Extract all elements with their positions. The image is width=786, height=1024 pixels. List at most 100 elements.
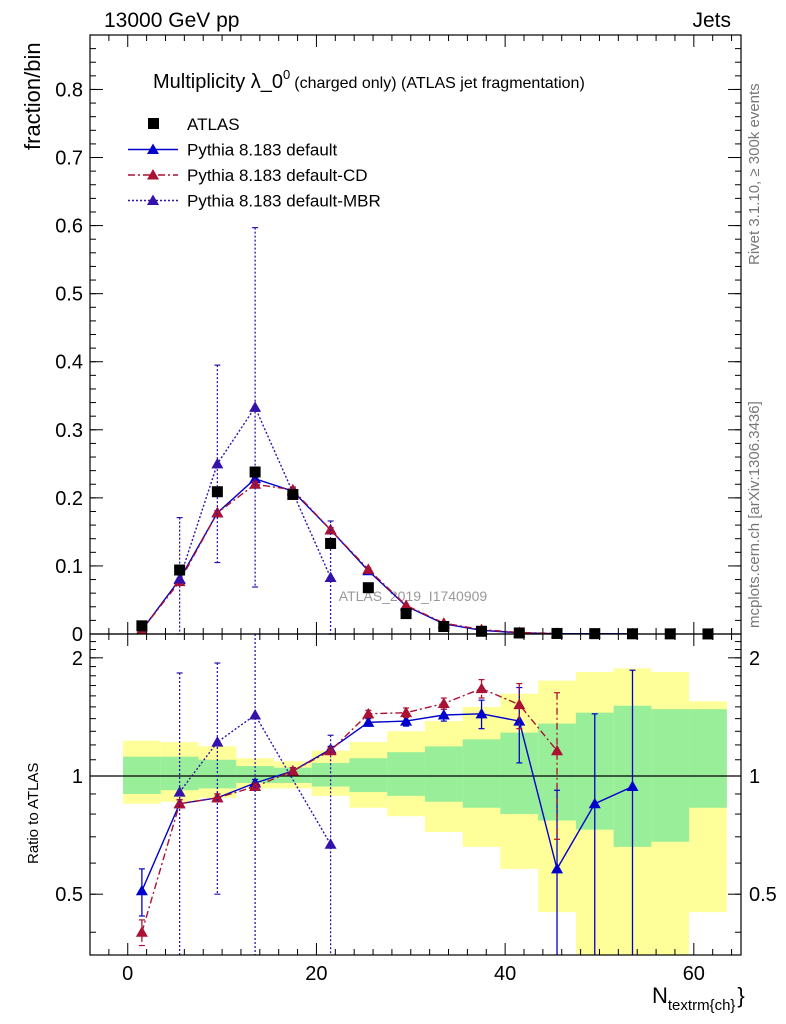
legend-label: Pythia 8.183 default-CD bbox=[187, 166, 368, 185]
main-ytick-label: 0.5 bbox=[55, 284, 83, 306]
xlabel: Ntextrm{ch}} bbox=[652, 983, 745, 1014]
ratio-cd-point bbox=[211, 791, 224, 803]
legend-marker-atlas bbox=[148, 118, 159, 129]
main-frame: 0 0.1 0.2 0.3 0.4 0.5 0.6 0.7 0.8 bbox=[55, 34, 742, 646]
xtick-label: 40 bbox=[494, 963, 516, 985]
legend-marker bbox=[147, 143, 159, 154]
main-ytick-label: 0.7 bbox=[55, 148, 83, 170]
atlas-data-point bbox=[249, 466, 261, 478]
atlas-data-point bbox=[438, 621, 450, 633]
ratio-cd-line bbox=[141, 687, 558, 933]
main-ytick-label: 0.4 bbox=[55, 352, 83, 374]
main-default-point bbox=[249, 472, 262, 484]
ratio-ytick-label: 0.5 bbox=[55, 884, 83, 906]
atlas-data-point bbox=[476, 625, 488, 637]
ratio-mbr-point bbox=[173, 786, 186, 797]
ratio-cd-point bbox=[475, 682, 488, 694]
ratio-cd-point bbox=[400, 706, 413, 718]
uncertainty-band-green bbox=[689, 709, 727, 808]
xtick-label: 20 bbox=[305, 963, 327, 985]
uncertainty-band-green bbox=[387, 752, 425, 796]
main-cd-point bbox=[400, 599, 413, 610]
legend-label: Pythia 8.183 default-MBR bbox=[187, 192, 381, 211]
main-cd-point bbox=[211, 506, 224, 518]
ratio-default-point bbox=[400, 715, 413, 726]
ratio-default-point bbox=[475, 707, 488, 719]
main-series-layer bbox=[135, 227, 714, 640]
atlas-data-point bbox=[513, 627, 525, 639]
main-ytick-label: 0.8 bbox=[55, 79, 83, 101]
ratio-series-layer bbox=[135, 634, 639, 955]
legend: ATLAS Pythia 8.183 default Pythia 8.183 de… bbox=[128, 115, 381, 211]
ratio-panel bbox=[90, 668, 741, 955]
uncertainty-band-green bbox=[123, 756, 161, 794]
ratio-cd-point bbox=[437, 697, 450, 709]
plot-title: Multiplicity λ_00(charged only) (ATLAS j… bbox=[153, 67, 585, 93]
atlas-data-point bbox=[136, 620, 148, 632]
analysis-watermark: ATLAS_2019_I1740909 bbox=[339, 588, 488, 604]
ratio-cd-point bbox=[286, 764, 299, 776]
main-mbr-point bbox=[211, 457, 224, 469]
ratio-default-point bbox=[551, 862, 564, 874]
ratio-cd-point bbox=[513, 698, 526, 710]
atlas-data-point bbox=[174, 564, 186, 576]
ratio-frame: 0.5 0.51 12 20 20 40 60 bbox=[55, 633, 777, 985]
ratio-default-point bbox=[626, 780, 639, 792]
ratio-ytick-label-right: 2 bbox=[749, 648, 760, 670]
ratio-default-point bbox=[135, 884, 148, 896]
main-ytick-label: 0.2 bbox=[55, 488, 83, 510]
main-cd-point bbox=[362, 563, 375, 574]
ratio-cd-point bbox=[324, 744, 337, 756]
ratio-ytick-label-right: 1 bbox=[749, 766, 760, 788]
main-cd-line bbox=[141, 483, 558, 635]
ratio-cd-point bbox=[135, 926, 148, 937]
atlas-data-point bbox=[325, 537, 337, 549]
ratio-default-line bbox=[141, 713, 633, 892]
main-ytick-label: 0 bbox=[72, 624, 83, 646]
legend-marker bbox=[147, 169, 159, 180]
xtick-label: 60 bbox=[683, 963, 705, 985]
xtick-label: 0 bbox=[122, 963, 133, 985]
ratio-mbr-point bbox=[324, 838, 337, 849]
ratio-default-point bbox=[437, 709, 450, 720]
main-ylabel: fraction/bin bbox=[20, 42, 45, 150]
uncertainty-band-green bbox=[424, 746, 463, 802]
uncertainty-band-green bbox=[311, 762, 350, 787]
ratio-ylabel: Ratio to ATLAS bbox=[25, 763, 42, 864]
main-mbr-point bbox=[249, 401, 262, 412]
ratio-cd-point bbox=[362, 707, 375, 719]
atlas-data-point bbox=[287, 488, 299, 500]
ratio-cd-point bbox=[249, 780, 262, 792]
atlas-data-point bbox=[211, 486, 223, 498]
main-ytick-label: 0.6 bbox=[55, 216, 83, 238]
ratio-ytick-label-right: 0.5 bbox=[749, 884, 777, 906]
atlas-data-point bbox=[362, 582, 374, 594]
main-default-line bbox=[141, 478, 633, 635]
ratio-mbr-point bbox=[211, 736, 224, 747]
ratio-mbr-point bbox=[249, 709, 262, 720]
header-process: Jets bbox=[692, 9, 731, 32]
main-mbr-point bbox=[173, 572, 186, 584]
ratio-mbr-line bbox=[179, 713, 332, 845]
ratio-default-point bbox=[362, 716, 375, 727]
mcplots-label: mcplots.cern.ch [arXiv:1306.3436] bbox=[746, 401, 763, 628]
ratio-default-point bbox=[588, 797, 601, 809]
main-ytick-label: 0.3 bbox=[55, 420, 83, 442]
legend-label: ATLAS bbox=[187, 115, 240, 134]
legend-marker bbox=[147, 194, 159, 205]
main-mbr-point bbox=[324, 571, 337, 583]
ratio-border bbox=[89, 633, 742, 956]
ratio-cd-point bbox=[551, 744, 564, 756]
main-mbr-line bbox=[178, 405, 332, 580]
header-energy: 13000 GeV pp bbox=[104, 9, 239, 32]
uncertainty-band-green bbox=[462, 739, 501, 808]
atlas-data-point bbox=[400, 608, 412, 620]
rivet-label: Rivet 3.1.10, ≥ 300k events bbox=[746, 83, 763, 265]
legend-label: Pythia 8.183 default bbox=[187, 141, 338, 160]
uncertainty-band-green bbox=[349, 758, 388, 793]
main-ytick-label: 0.1 bbox=[55, 556, 83, 578]
ratio-ytick-label: 2 bbox=[72, 648, 83, 670]
ratio-ytick-label: 1 bbox=[72, 766, 83, 788]
main-cd-point bbox=[249, 478, 262, 489]
